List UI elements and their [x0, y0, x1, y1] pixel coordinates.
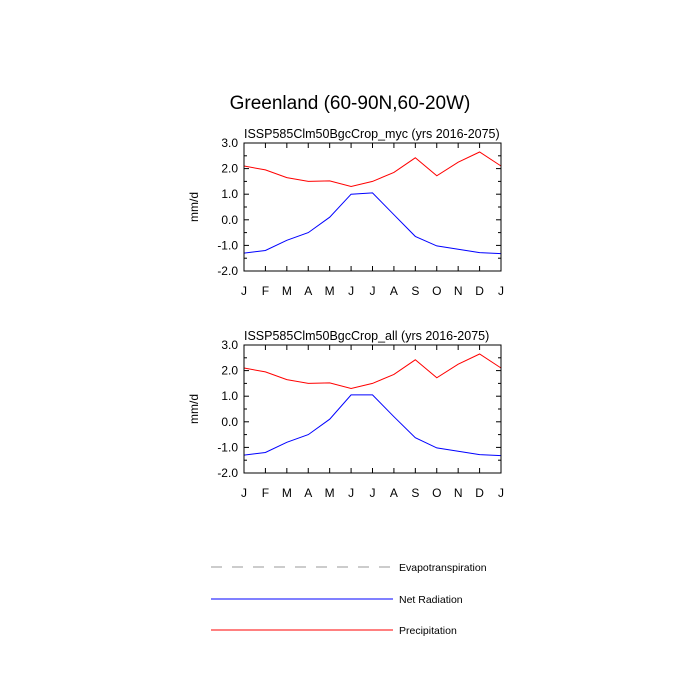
x-tick-label: D — [475, 284, 484, 298]
x-tick-label: N — [454, 284, 463, 298]
y-tick-label: 3.0 — [221, 338, 238, 352]
panel-title: ISSP585Clm50BgcCrop_all (yrs 2016-2075) — [244, 329, 489, 343]
legend-label-net-radiation: Net Radiation — [399, 594, 463, 606]
panels: ISSP585Clm50BgcCrop_myc (yrs 2016-2075) m… — [187, 127, 504, 500]
y-tick-label: 0.0 — [221, 415, 238, 429]
y-axis-label: mm/d — [187, 192, 201, 222]
x-tick-label: J — [348, 284, 354, 298]
series-net-radiation — [243, 192, 502, 255]
panel-title: ISSP585Clm50BgcCrop_myc (yrs 2016-2075) — [244, 127, 500, 141]
y-tick-label: -2.0 — [217, 466, 238, 480]
y-tick-label: 2.0 — [221, 364, 238, 378]
plot-frame — [243, 344, 502, 474]
y-tick-label: -1.0 — [217, 440, 238, 454]
x-tick-label: D — [475, 486, 484, 500]
series-precipitation — [243, 151, 502, 188]
x-tick-label: A — [304, 284, 312, 298]
x-tick-label: J — [370, 486, 376, 500]
panel-2: ISSP585Clm50BgcCrop_all (yrs 2016-2075) m… — [187, 329, 504, 500]
x-tick-label: M — [325, 284, 335, 298]
y-tick-label: 2.0 — [221, 162, 238, 176]
x-tick-label: J — [241, 284, 247, 298]
y-tick-label: 0.0 — [221, 213, 238, 227]
panel-1: ISSP585Clm50BgcCrop_myc (yrs 2016-2075) m… — [187, 127, 504, 298]
x-tick-label: A — [304, 486, 312, 500]
plot-frame — [243, 142, 502, 272]
series-net-radiation — [243, 394, 502, 457]
x-tick-label: A — [390, 284, 398, 298]
legend: Evapotranspiration Net Radiation Precipita… — [211, 562, 487, 637]
x-tick-label: J — [498, 486, 504, 500]
x-tick-label: J — [370, 284, 376, 298]
x-tick-label: O — [432, 486, 441, 500]
series-precipitation — [243, 353, 502, 390]
x-tick-label: N — [454, 486, 463, 500]
x-tick-label: F — [262, 284, 269, 298]
x-tick-label: O — [432, 284, 441, 298]
x-tick-label: M — [282, 284, 292, 298]
y-tick-label: -2.0 — [217, 264, 238, 278]
x-tick-label: J — [498, 284, 504, 298]
x-tick-label: J — [241, 486, 247, 500]
x-tick-label: S — [411, 486, 419, 500]
x-tick-label: A — [390, 486, 398, 500]
y-tick-label: 1.0 — [221, 187, 238, 201]
x-tick-label: S — [411, 284, 419, 298]
x-tick-label: J — [348, 486, 354, 500]
y-tick-label: 3.0 — [221, 136, 238, 150]
legend-label-evapotranspiration: Evapotranspiration — [399, 562, 487, 574]
chart-title: Greenland (60-90N,60-20W) — [230, 93, 471, 114]
x-tick-label: F — [262, 486, 269, 500]
y-tick-label: -1.0 — [217, 238, 238, 252]
y-tick-label: 1.0 — [221, 389, 238, 403]
x-tick-label: M — [282, 486, 292, 500]
x-tick-label: M — [325, 486, 335, 500]
legend-label-precipitation: Precipitation — [399, 625, 457, 637]
y-axis-label: mm/d — [187, 394, 201, 424]
